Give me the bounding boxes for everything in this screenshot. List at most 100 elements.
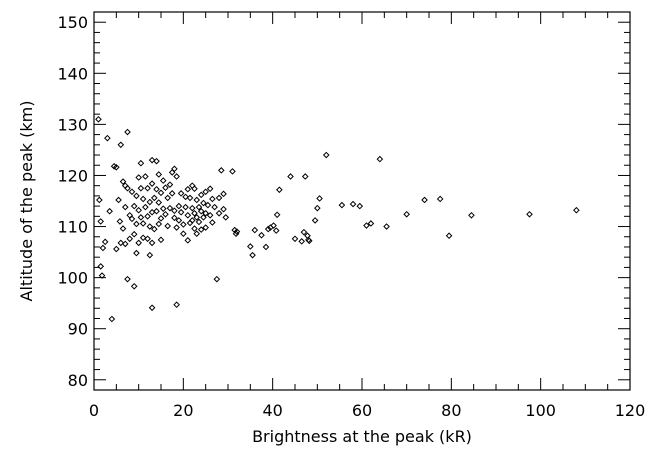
data-point xyxy=(157,236,165,244)
data-point xyxy=(191,209,198,217)
data-point xyxy=(95,115,102,123)
data-point xyxy=(155,199,163,206)
data-point xyxy=(115,196,122,204)
data-point xyxy=(367,220,375,227)
data-point xyxy=(186,194,194,202)
data-point xyxy=(195,203,203,211)
data-point xyxy=(159,205,167,212)
data-point xyxy=(264,225,272,233)
data-point xyxy=(128,215,136,223)
data-point xyxy=(403,210,410,218)
data-point xyxy=(175,217,183,224)
data-point xyxy=(195,218,203,226)
data-point xyxy=(142,173,149,180)
plot-frame xyxy=(93,11,631,391)
data-point xyxy=(184,237,192,244)
data-point xyxy=(526,210,533,218)
y-axis-title: Altitude of the peak (km) xyxy=(17,101,36,302)
data-point xyxy=(217,167,225,174)
data-point xyxy=(229,168,236,175)
data-point xyxy=(177,190,185,197)
y-tick-label: 80 xyxy=(68,371,88,390)
data-point xyxy=(128,188,136,196)
data-point xyxy=(139,195,147,203)
data-point xyxy=(251,226,259,234)
data-point xyxy=(206,211,214,219)
data-point xyxy=(202,224,209,231)
data-point xyxy=(137,184,145,192)
data-point xyxy=(291,235,299,243)
data-point xyxy=(166,181,174,188)
data-point xyxy=(222,214,230,221)
data-point xyxy=(276,186,283,194)
data-point xyxy=(139,220,147,227)
data-point xyxy=(171,207,178,215)
data-point xyxy=(117,239,125,247)
data-point xyxy=(121,240,129,248)
y-tick-label: 150 xyxy=(57,13,88,32)
data-point xyxy=(298,238,306,245)
data-point xyxy=(193,196,201,204)
data-point xyxy=(162,210,169,218)
data-point xyxy=(150,194,158,202)
data-point xyxy=(144,235,151,243)
data-point xyxy=(383,223,390,230)
data-point xyxy=(142,203,149,211)
data-point xyxy=(356,202,364,210)
x-axis-title: Brightness at the peak (kR) xyxy=(252,427,472,446)
data-point xyxy=(180,221,187,228)
data-point xyxy=(108,315,116,323)
data-point xyxy=(144,184,151,192)
x-tick-label: 40 xyxy=(262,401,282,420)
y-tick-label: 100 xyxy=(57,269,88,288)
data-point xyxy=(137,159,145,167)
data-point xyxy=(180,230,187,237)
data-point xyxy=(175,202,183,210)
data-point xyxy=(184,211,192,219)
data-point xyxy=(249,251,256,259)
data-point xyxy=(96,196,103,204)
data-point xyxy=(155,220,163,228)
data-point xyxy=(157,189,165,197)
data-point xyxy=(200,214,207,221)
data-point xyxy=(273,211,281,219)
data-point xyxy=(220,205,227,213)
data-point xyxy=(171,165,178,173)
data-point xyxy=(468,211,475,219)
data-point xyxy=(272,227,280,234)
data-point xyxy=(124,275,131,283)
data-point xyxy=(146,198,154,206)
data-point xyxy=(305,237,313,245)
data-points xyxy=(95,115,580,323)
data-point xyxy=(213,275,221,283)
data-point xyxy=(193,230,201,237)
data-point xyxy=(148,180,156,187)
data-point xyxy=(97,218,105,225)
data-point xyxy=(148,239,156,247)
data-point xyxy=(106,207,113,215)
data-point xyxy=(206,185,214,193)
data-point xyxy=(287,173,294,180)
data-point xyxy=(173,301,180,309)
data-point xyxy=(173,224,180,231)
y-tick-label: 110 xyxy=(57,218,88,237)
data-point xyxy=(197,191,205,199)
x-tick-label: 20 xyxy=(173,401,193,420)
y-tick-label: 140 xyxy=(57,64,88,83)
data-point xyxy=(301,173,309,180)
data-point xyxy=(99,244,107,252)
data-point xyxy=(139,234,147,242)
data-point xyxy=(421,196,428,204)
data-point xyxy=(233,228,241,235)
data-point xyxy=(146,223,154,230)
data-point xyxy=(133,220,140,228)
data-point xyxy=(133,249,140,257)
data-point xyxy=(262,243,270,251)
data-point xyxy=(135,206,142,214)
data-point xyxy=(119,178,127,185)
data-point xyxy=(153,185,160,193)
data-point xyxy=(144,213,151,220)
data-point xyxy=(124,128,131,136)
